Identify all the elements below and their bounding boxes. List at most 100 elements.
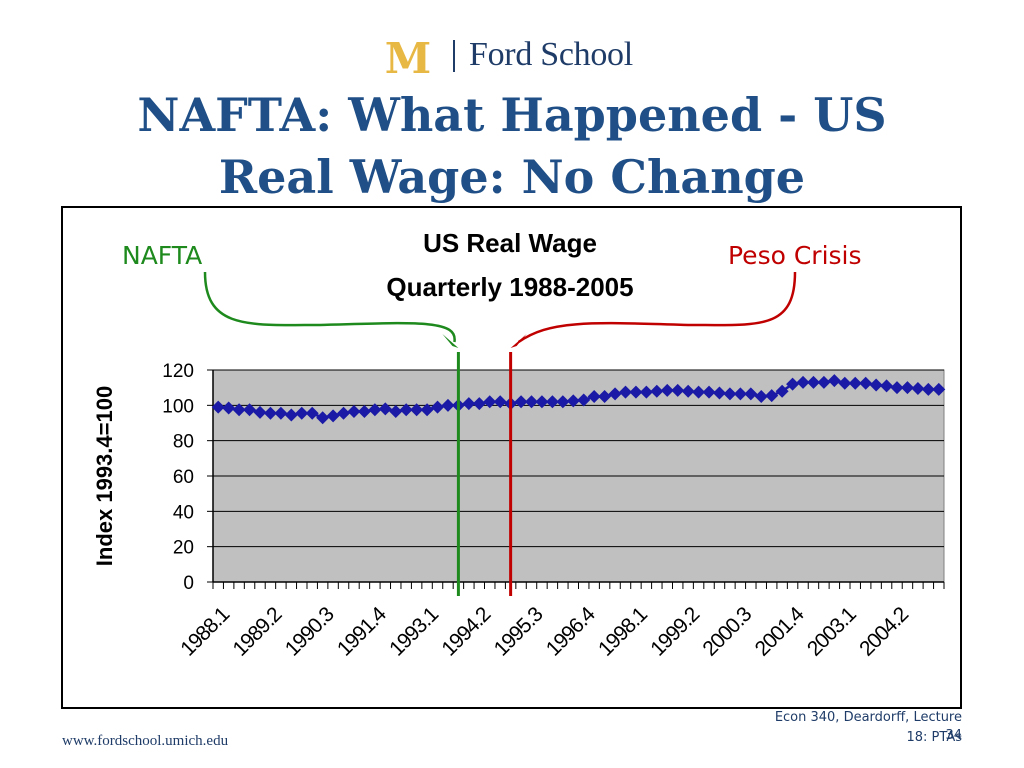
- data-point: [733, 387, 747, 401]
- y-tick-label: 120: [162, 361, 194, 382]
- data-point: [660, 383, 674, 397]
- y-tick-label: 100: [162, 396, 194, 417]
- data-point: [316, 411, 330, 425]
- data-point: [368, 403, 382, 417]
- data-point: [817, 375, 831, 389]
- data-point: [389, 405, 403, 419]
- x-tick-label: 1999.2: [646, 603, 704, 661]
- data-point: [462, 397, 476, 411]
- data-point: [284, 408, 298, 422]
- logo-text: Ford School: [469, 36, 633, 73]
- data-point: [587, 390, 601, 403]
- data-point: [337, 406, 351, 420]
- data-point: [921, 382, 935, 396]
- data-point: [545, 395, 559, 409]
- x-tick-label: 2000.3: [698, 603, 756, 661]
- logo-m-letter: M: [385, 38, 432, 76]
- data-point: [598, 390, 612, 403]
- nafta-arrowhead: [442, 334, 459, 348]
- y-axis-label: Index 1993.4=100: [92, 386, 117, 566]
- x-tick-label: 2004.2: [855, 603, 913, 661]
- data-point: [848, 376, 862, 390]
- data-point: [243, 403, 257, 417]
- data-point: [525, 395, 539, 409]
- data-point: [692, 385, 706, 399]
- data-point: [629, 385, 643, 399]
- x-tick-label: 1998.1: [594, 603, 652, 661]
- slide-title: NAFTA: What Happened - US Real Wage: No …: [0, 84, 1024, 208]
- data-point: [859, 376, 873, 390]
- x-tick-label: 1989.2: [229, 603, 287, 661]
- y-tick-label: 40: [173, 502, 194, 523]
- data-point: [399, 403, 413, 417]
- data-point: [806, 375, 820, 389]
- data-point: [869, 378, 883, 392]
- footer-note-line2: 18: PTAs: [906, 730, 963, 745]
- data-point: [744, 387, 758, 401]
- data-point: [357, 405, 371, 419]
- footer-note-line1: Econ 340, Deardorff, Lecture: [774, 710, 962, 725]
- x-tick-label: 1996.4: [542, 602, 600, 660]
- data-point: [900, 381, 914, 395]
- data-point: [514, 395, 528, 409]
- data-point: [535, 395, 549, 409]
- chart-title: US Real Wage: [423, 228, 597, 258]
- peso-crisis-annotation: Peso Crisis: [728, 241, 862, 270]
- x-tick-label: 2003.1: [803, 603, 861, 661]
- data-point: [608, 387, 622, 401]
- data-point: [838, 376, 852, 390]
- data-point: [326, 409, 340, 423]
- data-point: [911, 382, 925, 396]
- y-tick-label: 80: [173, 432, 194, 453]
- logo-divider: [453, 40, 455, 72]
- data-point: [493, 395, 507, 409]
- x-tick-label: 1988.1: [176, 603, 234, 661]
- data-point: [639, 385, 653, 399]
- x-tick-label: 1991.4: [333, 602, 391, 660]
- ford-school-logo: M Ford School: [380, 36, 660, 80]
- data-point: [796, 375, 810, 389]
- data-point: [702, 385, 716, 399]
- chart-subtitle: Quarterly 1988-2005: [386, 272, 634, 302]
- data-point: [472, 397, 486, 411]
- x-tick-label: 1990.3: [281, 603, 339, 661]
- data-point: [263, 406, 277, 420]
- data-point: [932, 382, 946, 396]
- data-point: [775, 384, 789, 398]
- page-number: 34: [945, 728, 962, 743]
- nafta-arrow-curve: [203, 271, 456, 343]
- y-tick-label: 0: [183, 573, 194, 594]
- footer-url[interactable]: www.fordschool.umich.edu: [62, 733, 229, 749]
- slide-title-line2: Real Wage: No Change: [218, 150, 806, 204]
- x-tick-label: 1993.1: [385, 603, 443, 661]
- data-point: [431, 400, 445, 414]
- data-point: [253, 405, 267, 419]
- data-point: [765, 389, 779, 403]
- data-point: [295, 406, 309, 420]
- nafta-annotation: NAFTA: [122, 241, 203, 270]
- x-tick-label: 1994.2: [437, 603, 495, 661]
- data-point: [650, 384, 664, 398]
- data-point: [890, 381, 904, 395]
- data-point: [347, 405, 361, 419]
- data-point: [222, 401, 236, 415]
- slide-title-line1: NAFTA: What Happened - US: [137, 88, 887, 142]
- peso-crisis-arrow-curve: [517, 271, 797, 344]
- data-point: [410, 403, 424, 417]
- m-logo-icon: M: [385, 38, 432, 76]
- y-tick-label: 60: [173, 467, 194, 488]
- peso-crisis-arrowhead: [510, 334, 527, 348]
- data-point: [232, 403, 246, 417]
- data-point: [712, 386, 726, 400]
- data-point: [681, 384, 695, 398]
- data-point: [420, 403, 434, 417]
- data-point: [305, 406, 319, 420]
- data-point: [211, 400, 225, 414]
- data-point: [671, 383, 685, 397]
- data-point: [577, 393, 591, 407]
- data-point: [556, 395, 570, 409]
- data-point: [880, 379, 894, 393]
- x-tick-label: 1995.3: [490, 603, 548, 661]
- data-point: [441, 398, 455, 412]
